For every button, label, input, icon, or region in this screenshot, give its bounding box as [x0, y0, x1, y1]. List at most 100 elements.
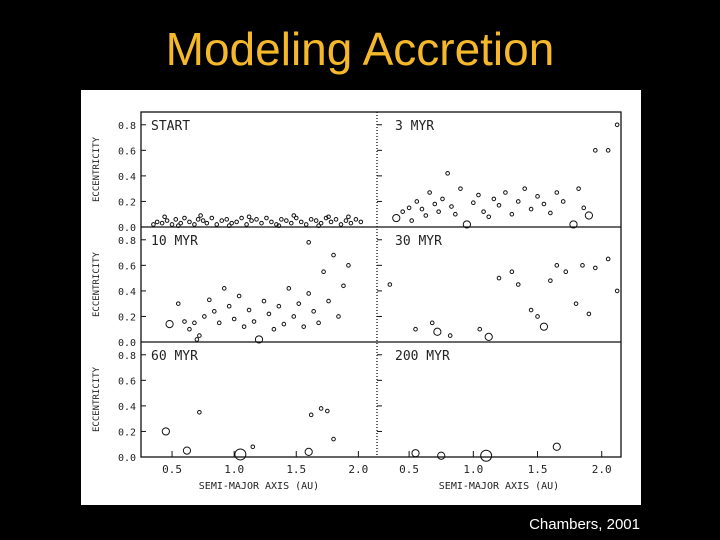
data-point: [318, 406, 324, 411]
panel-label: START: [151, 119, 190, 134]
data-point: [291, 213, 297, 218]
data-point: [419, 206, 425, 212]
data-point: [496, 202, 502, 208]
data-point: [563, 269, 569, 275]
data-point: [440, 196, 445, 202]
data-point: [286, 286, 292, 291]
data-point: [614, 122, 620, 128]
data-point: [304, 447, 313, 456]
x-tick-label: 1.5: [286, 463, 306, 476]
y-tick-label: 0.8: [118, 121, 136, 132]
data-point: [333, 217, 339, 222]
data-point: [313, 218, 319, 223]
data-point: [358, 219, 364, 225]
data-point: [515, 199, 521, 204]
data-point: [276, 303, 282, 309]
data-point: [195, 217, 201, 222]
data-point: [586, 311, 592, 317]
data-point: [175, 223, 181, 229]
y-tick-label: 0.4: [118, 172, 136, 183]
data-point: [308, 217, 314, 222]
data-point: [480, 449, 493, 462]
data-point: [182, 215, 187, 221]
data-point: [535, 314, 540, 319]
data-point: [573, 301, 579, 306]
data-point: [580, 263, 585, 268]
data-point: [224, 217, 230, 222]
y-tick-label: 0.0: [118, 453, 136, 464]
data-point: [151, 222, 156, 227]
data-point: [306, 240, 311, 245]
data-point: [296, 301, 302, 306]
x-axis-label: SEMI-MAJOR AXIS (AU): [439, 481, 559, 492]
data-point: [221, 286, 227, 291]
data-point: [159, 220, 165, 226]
x-tick-label: 1.5: [528, 463, 548, 476]
data-point: [445, 171, 450, 176]
data-point: [509, 269, 515, 275]
data-point: [192, 222, 197, 227]
data-point: [477, 326, 483, 332]
data-point: [387, 282, 393, 287]
data-point: [301, 324, 307, 329]
data-point: [554, 263, 560, 268]
data-point: [173, 217, 179, 222]
data-point: [281, 321, 287, 327]
data-point: [484, 332, 493, 341]
data-point: [409, 218, 414, 223]
y-tick-label: 0.2: [118, 312, 136, 323]
data-point: [321, 269, 326, 275]
y-axis-label: ECCENTRICITY: [92, 366, 102, 432]
figure-panel: START 0.0 0.2 0.4 0.6 0.8 ECCENTRICITY 3 MYR 10 …: [81, 90, 641, 505]
data-point: [197, 333, 202, 338]
data-point: [318, 220, 324, 226]
data-point: [231, 316, 237, 322]
data-point: [406, 205, 412, 211]
data-point: [209, 215, 215, 221]
data-point: [453, 211, 458, 217]
data-point: [236, 293, 242, 299]
data-point: [214, 222, 220, 227]
data-point: [291, 314, 297, 319]
data-point: [423, 213, 429, 218]
data-point: [326, 298, 331, 304]
data-point: [462, 220, 471, 229]
data-point: [202, 314, 207, 319]
x-tick-label: 2.0: [592, 463, 612, 476]
data-point: [241, 324, 247, 329]
data-point: [234, 448, 247, 461]
data-point: [154, 219, 160, 225]
y-axis-label: ECCENTRICITY: [92, 136, 102, 202]
data-point: [306, 291, 311, 296]
y-tick-label: 0.8: [118, 351, 136, 362]
data-point: [554, 190, 560, 195]
data-point: [541, 201, 547, 207]
data-point: [605, 148, 611, 153]
y-tick-label: 0.4: [118, 287, 136, 298]
data-point: [316, 223, 321, 229]
data-point: [447, 333, 453, 338]
data-point: [346, 263, 351, 268]
panel-label: 30 MYR: [395, 234, 442, 249]
data-point: [427, 190, 432, 195]
data-point: [328, 219, 334, 225]
x-tick-label: 2.0: [348, 463, 368, 476]
data-point: [187, 326, 192, 332]
data-point: [411, 449, 420, 458]
panel-label: 60 MYR: [151, 349, 198, 364]
y-tick-label: 0.8: [118, 236, 136, 247]
data-point: [303, 222, 309, 227]
data-point: [254, 217, 259, 222]
data-point: [414, 199, 420, 204]
data-point: [325, 408, 330, 414]
data-point: [219, 218, 225, 223]
data-point: [353, 217, 359, 222]
data-point: [548, 278, 553, 283]
panel-label: 10 MYR: [151, 234, 198, 249]
data-point: [348, 220, 354, 226]
data-point: [326, 214, 331, 220]
data-point: [343, 218, 349, 223]
data-point: [276, 223, 282, 229]
data-point: [392, 213, 401, 223]
data-point: [569, 220, 578, 229]
